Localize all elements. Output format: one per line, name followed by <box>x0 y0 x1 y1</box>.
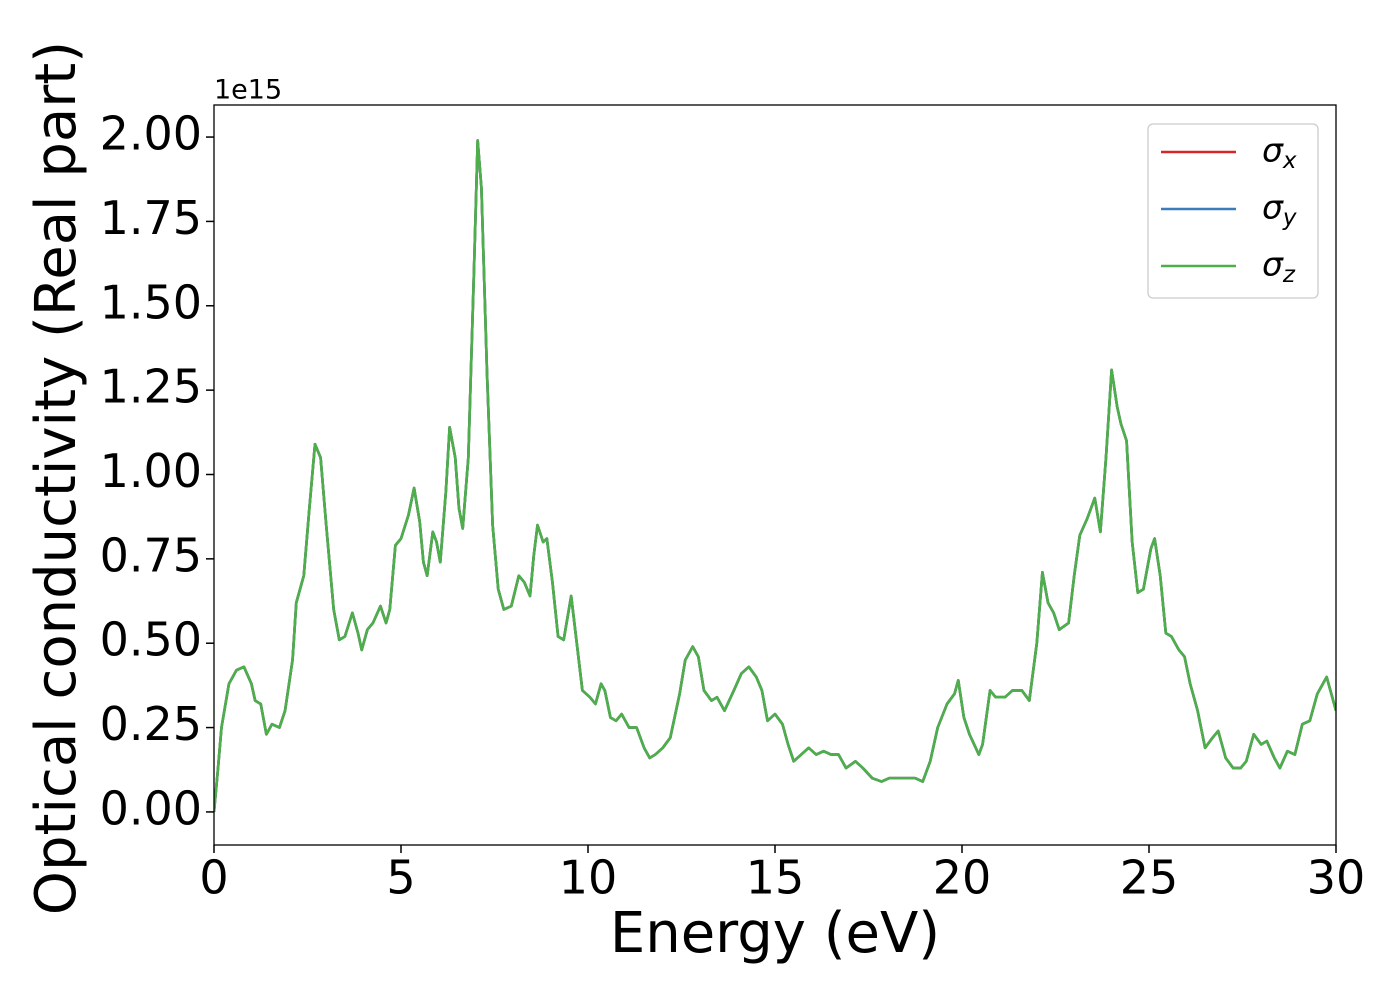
y-offset-text: 1e15 <box>214 75 282 106</box>
x-tick-label: 15 <box>746 851 805 905</box>
y-axis-label: Optical conductivity (Real part) <box>24 41 89 915</box>
y-tick-label: 0.25 <box>100 697 202 751</box>
y-tick-label: 1.50 <box>100 275 202 329</box>
legend-box <box>1147 123 1319 299</box>
x-tick-label: 0 <box>199 851 228 905</box>
y-tick-label: 0.50 <box>100 613 202 667</box>
y-tick-label: 1.00 <box>100 444 202 498</box>
data-line <box>214 139 1336 813</box>
x-tick-label: 25 <box>1120 851 1179 905</box>
x-axis-label: Energy (eV) <box>610 901 940 966</box>
y-tick-label: 1.25 <box>100 360 202 414</box>
x-tick-label: 30 <box>1307 851 1366 905</box>
plot-frame <box>213 104 1337 846</box>
y-tick-label: 2.00 <box>100 107 202 161</box>
x-tick-label: 5 <box>386 851 415 905</box>
legend-label-subscript: x <box>1282 148 1297 174</box>
y-tick-label: 1.75 <box>100 191 202 245</box>
y-tick-label: 0.00 <box>100 781 202 835</box>
x-tick-label: 10 <box>559 851 618 905</box>
y-tick-label: 0.75 <box>100 528 202 582</box>
x-tick-label: 20 <box>933 851 992 905</box>
legend-label-subscript: z <box>1282 262 1296 288</box>
legend-label-subscript: y <box>1282 205 1297 231</box>
